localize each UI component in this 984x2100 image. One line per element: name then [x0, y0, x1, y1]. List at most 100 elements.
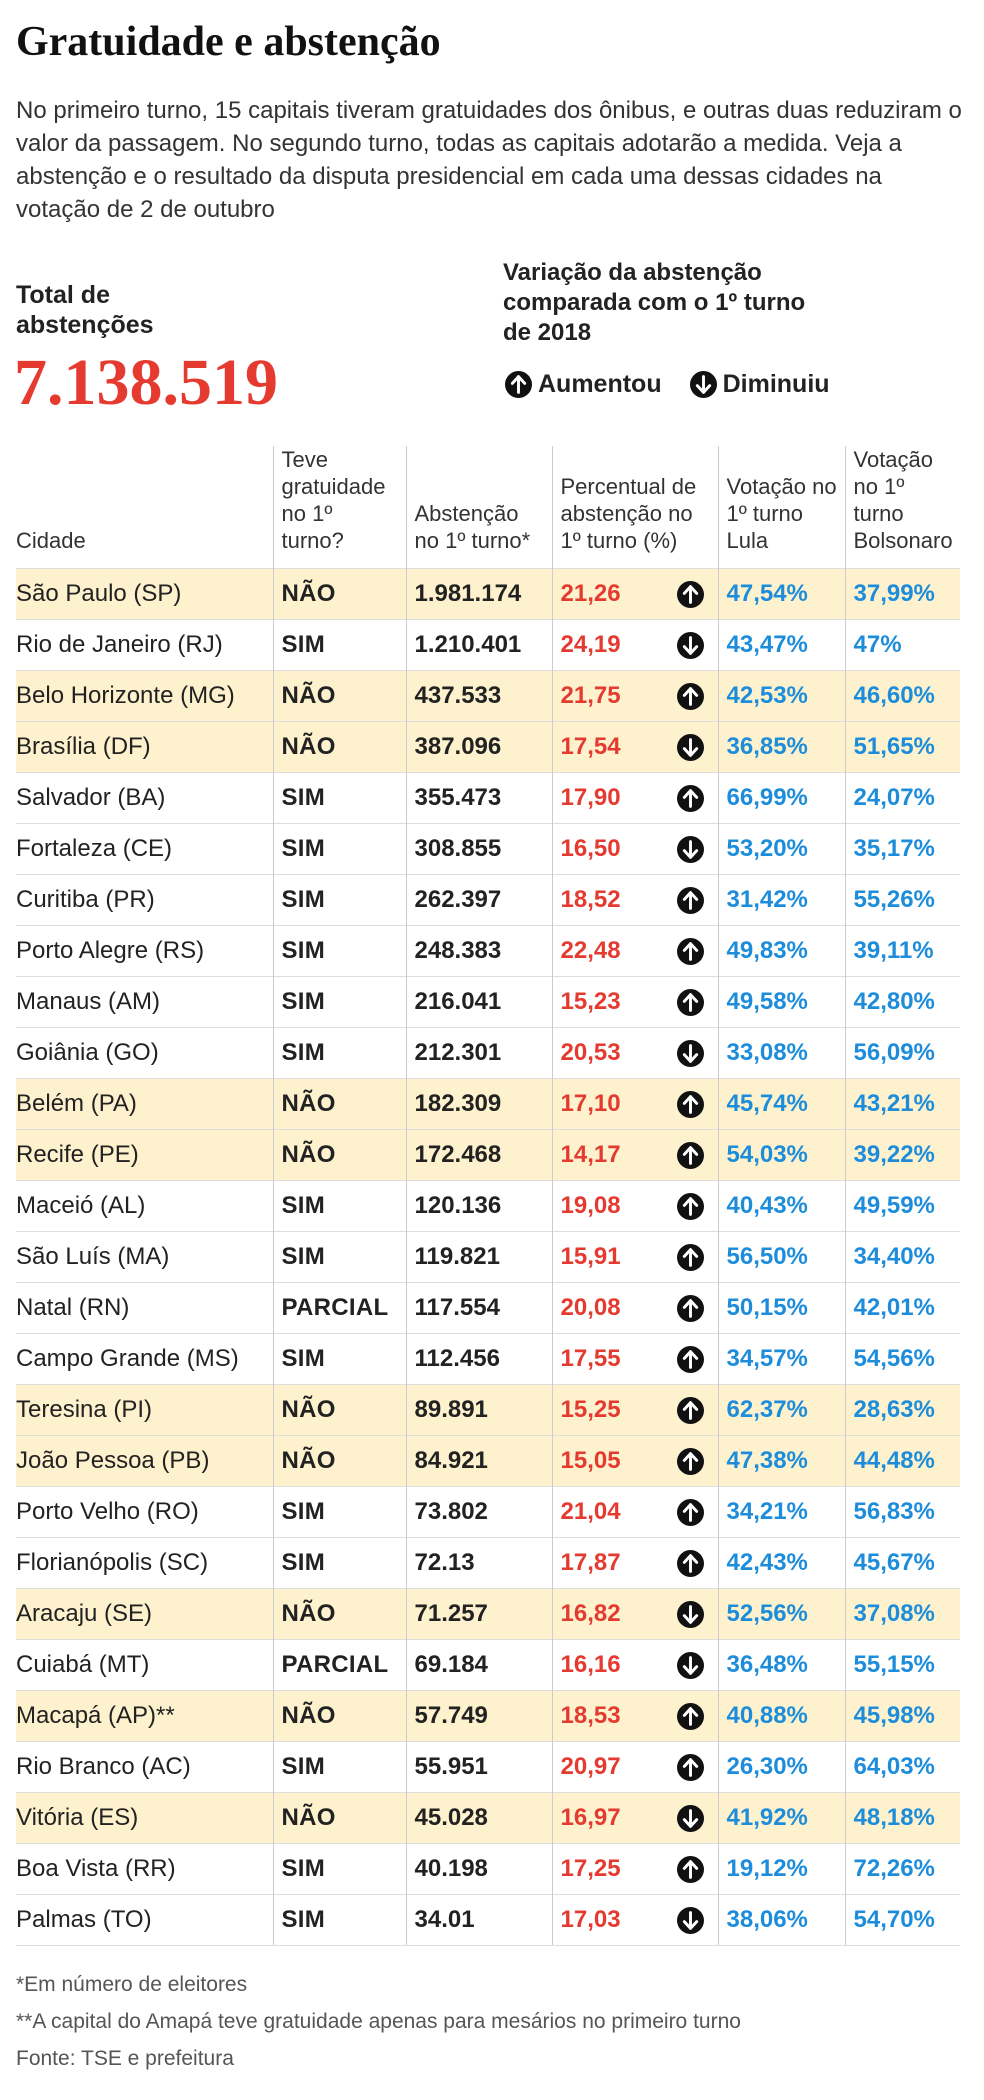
cell: 56,09%: [844, 1027, 960, 1079]
cell: 72.13: [405, 1537, 552, 1589]
cell: 16,50: [551, 823, 718, 875]
header-row: Cidade Teve gratuidade no 1º turno? Absten…: [16, 446, 960, 569]
table-row: Vitória (ES) NÃO 45.028 16,97 41,92% 48,18%: [16, 1792, 960, 1844]
pct-cell: 16,50: [561, 835, 718, 863]
cell: Aracaju (SE): [16, 1588, 273, 1640]
cell: 21,26: [551, 568, 718, 620]
pct-cell: 17,54: [561, 733, 718, 761]
footnote: Fonte: TSE e prefeitura: [16, 2047, 234, 2070]
pct-cell: 20,53: [561, 1039, 718, 1067]
percent: 17,55: [560, 1345, 621, 1372]
arrow-down: [676, 835, 704, 863]
cell: Natal (RN): [16, 1282, 273, 1334]
percent: 15,05: [560, 1447, 621, 1474]
cell: NÃO: [272, 1435, 406, 1487]
cell: 17,54: [551, 721, 718, 773]
cell: 47%: [844, 619, 960, 671]
cell: Manaus (AM): [16, 976, 273, 1028]
percent: 17,03: [560, 1906, 621, 1933]
cell: 38,06%: [717, 1894, 845, 1946]
table-row: Rio Branco (AC) SIM 55.951 20,97 26,30% 64,03…: [16, 1741, 960, 1793]
cell: PARCIAL: [272, 1282, 406, 1334]
total-label: Total de abstenções: [16, 281, 154, 339]
cell: 48,18%: [844, 1792, 960, 1844]
cell: SIM: [272, 1486, 406, 1538]
pct-cell: 15,25: [561, 1396, 718, 1424]
pct-cell: 15,23: [561, 988, 718, 1016]
arrow-down: [676, 1600, 704, 1628]
cell: 15,23: [551, 976, 718, 1028]
arrow-up: [505, 371, 532, 398]
percent: 21,26: [560, 580, 621, 607]
arrow-up: [676, 1243, 704, 1271]
cell: 36,48%: [717, 1639, 845, 1691]
percent: 15,23: [560, 988, 621, 1015]
pct-cell: 20,97: [561, 1753, 718, 1781]
cell: 71.257: [405, 1588, 552, 1640]
percent: 15,91: [560, 1243, 621, 1270]
cell: Boa Vista (RR): [16, 1843, 273, 1895]
cell: 45,67%: [844, 1537, 960, 1589]
pct-cell: 14,17: [561, 1141, 718, 1169]
cell: 46,60%: [844, 670, 960, 722]
column-header: Votação no 1º turno Lula: [717, 446, 845, 569]
cell: 54,70%: [844, 1894, 960, 1946]
cell: João Pessoa (PB): [16, 1435, 273, 1487]
pct-cell: 17,25: [561, 1855, 718, 1883]
column-header: Votação no 1º turno Bolsonaro: [844, 446, 960, 569]
column-header: Abstenção no 1º turno*: [405, 446, 552, 569]
pct-cell: 20,08: [561, 1294, 718, 1322]
cell: 20,08: [551, 1282, 718, 1334]
cell: NÃO: [272, 1792, 406, 1844]
table-row: Brasília (DF) NÃO 387.096 17,54 36,85% 51,65%: [16, 721, 960, 773]
cell: 17,90: [551, 772, 718, 824]
cell: 49,59%: [844, 1180, 960, 1232]
pct-cell: 21,04: [561, 1498, 718, 1526]
cell: 172.468: [405, 1129, 552, 1181]
cell: SIM: [272, 1537, 406, 1589]
table-row: Maceió (AL) SIM 120.136 19,08 40,43% 49,59%: [16, 1180, 960, 1232]
cell: 17,25: [551, 1843, 718, 1895]
cell: SIM: [272, 619, 406, 671]
cell: 43,21%: [844, 1078, 960, 1130]
table-row: João Pessoa (PB) NÃO 84.921 15,05 47,38% 44,4…: [16, 1435, 960, 1487]
pct-cell: 15,91: [561, 1243, 718, 1271]
cell: 50,15%: [717, 1282, 845, 1334]
pct-cell: 15,05: [561, 1447, 718, 1475]
cell: 62,37%: [717, 1384, 845, 1436]
arrow-up: [676, 1141, 704, 1169]
percent: 18,53: [560, 1702, 621, 1729]
cell: 49,58%: [717, 976, 845, 1028]
cell: 52,56%: [717, 1588, 845, 1640]
cell: 16,16: [551, 1639, 718, 1691]
footnote: *Em número de eleitores: [16, 1973, 248, 1996]
cell: 262.397: [405, 874, 552, 926]
cell: SIM: [272, 1741, 406, 1793]
cell: SIM: [272, 976, 406, 1028]
intro: No primeiro turno, 15 capitais tiveram g…: [16, 97, 962, 223]
cell: Belém (PA): [16, 1078, 273, 1130]
cell: 22,48: [551, 925, 718, 977]
cell: 40,43%: [717, 1180, 845, 1232]
cell: 54,03%: [717, 1129, 845, 1181]
cell: SIM: [272, 925, 406, 977]
cell: NÃO: [272, 1384, 406, 1436]
table-row: Palmas (TO) SIM 34.01 17,03 38,06% 54,70%: [16, 1894, 960, 1946]
cell: 33,08%: [717, 1027, 845, 1079]
percent: 20,08: [560, 1294, 621, 1321]
cell: 39,11%: [844, 925, 960, 977]
cell: 17,03: [551, 1894, 718, 1946]
cell: Campo Grande (MS): [16, 1333, 273, 1385]
cell: Palmas (TO): [16, 1894, 273, 1946]
column-header: Teve gratuidade no 1º turno?: [272, 446, 406, 569]
legend-item: Diminuiu: [689, 370, 830, 399]
footnote: **A capital do Amapá teve gratuidade ape…: [16, 2010, 741, 2033]
percent: 14,17: [560, 1141, 621, 1168]
cell: Florianópolis (SC): [16, 1537, 273, 1589]
column-header: Cidade: [16, 528, 86, 553]
percent: 20,53: [560, 1039, 621, 1066]
cell: Cuiabá (MT): [16, 1639, 273, 1691]
percent: 20,97: [560, 1753, 621, 1780]
cell: 49,83%: [717, 925, 845, 977]
cell: 355.473: [405, 772, 552, 824]
